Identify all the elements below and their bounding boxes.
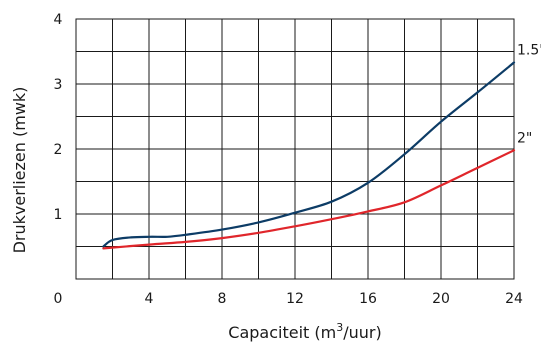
x-axis-title-tail: /uur): [343, 323, 382, 342]
x-tick-label: 0: [54, 291, 63, 307]
x-tick-label: 12: [286, 291, 304, 307]
series-labels: 1.5" 2": [517, 43, 541, 147]
y-tick-label: 4: [54, 12, 63, 28]
x-tick-label: 24: [505, 291, 523, 307]
series-line-1-5-inch: [102, 61, 516, 248]
series-label-2-inch: 2": [517, 130, 532, 146]
y-tick-label: 3: [54, 77, 63, 93]
x-axis-title-superscript: 3: [336, 321, 343, 334]
x-tick-label: 20: [432, 291, 450, 307]
y-tick-label: 1: [54, 207, 63, 223]
y-tick-label: 2: [54, 142, 63, 158]
x-tick-labels: 0 4 8 12 16 20 24: [54, 291, 523, 307]
y-axis-title: Drukverliezen (mwk): [10, 87, 29, 254]
series-label-1-5-inch: 1.5": [517, 43, 541, 59]
x-tick-label: 8: [218, 291, 227, 307]
x-tick-label: 4: [145, 291, 154, 307]
plot-frame: [75, 18, 515, 280]
x-axis-title: Capaciteit (m3/uur): [228, 321, 381, 342]
y-tick-labels: 1 2 3 4: [54, 12, 63, 223]
x-tick-label: 16: [359, 291, 377, 307]
grid: [76, 19, 514, 279]
series-line-2-inch: [102, 149, 516, 250]
series-lines: [102, 61, 516, 250]
x-axis-title-main: Capaciteit (m: [228, 323, 336, 342]
